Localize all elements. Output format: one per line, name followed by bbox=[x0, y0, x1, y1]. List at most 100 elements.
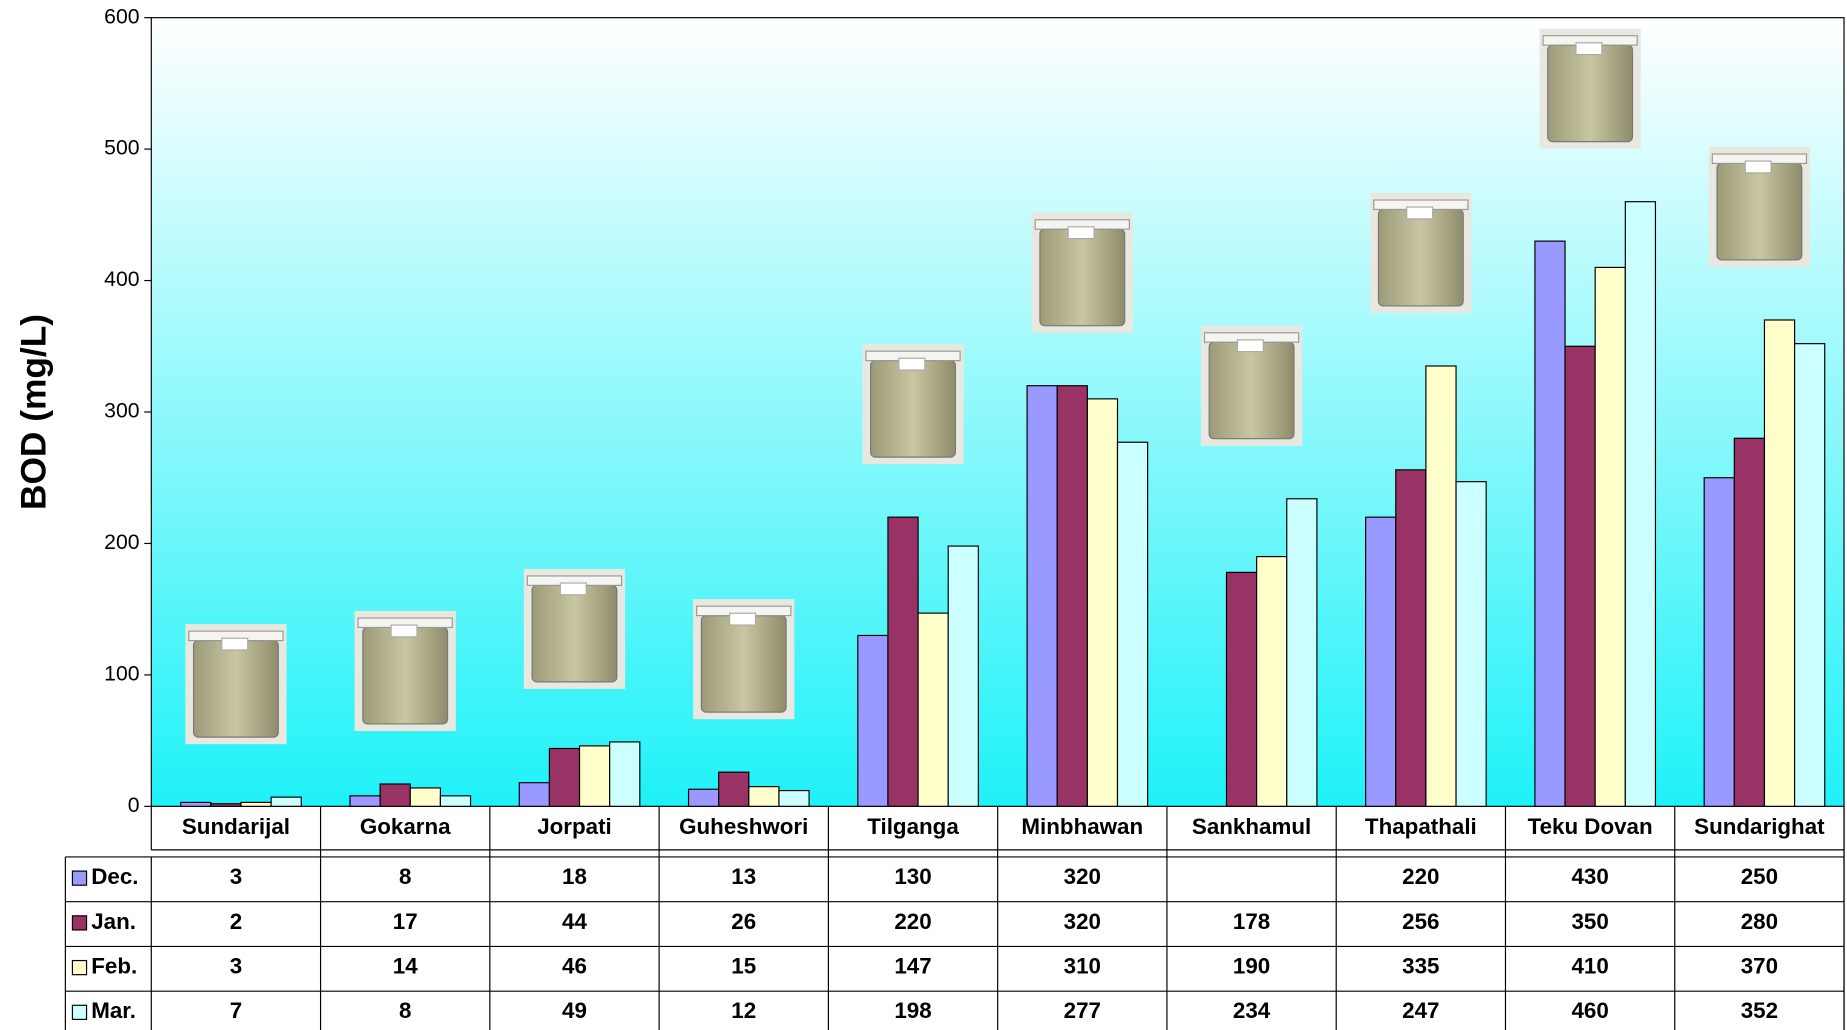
bar bbox=[1594, 266, 1626, 807]
beaker-tag bbox=[729, 612, 757, 626]
beaker-tag bbox=[1406, 206, 1434, 220]
x-tick-label: Sankhamul bbox=[1192, 814, 1311, 839]
bar bbox=[1793, 343, 1826, 807]
table-value: 8 bbox=[399, 998, 411, 1023]
y-tick-label: 500 bbox=[104, 137, 139, 160]
legend-swatch bbox=[71, 870, 88, 886]
beaker-tag bbox=[1236, 339, 1264, 353]
legend-label: Dec. bbox=[91, 864, 138, 889]
beaker-liquid bbox=[1208, 341, 1295, 440]
y-tick-label: 400 bbox=[104, 268, 139, 291]
bar bbox=[947, 545, 979, 807]
bar bbox=[1534, 240, 1566, 807]
legend-label: Feb. bbox=[91, 954, 137, 979]
x-tick-label: Sundarijal bbox=[182, 814, 290, 839]
legend-label: Mar. bbox=[91, 998, 136, 1023]
beaker-photo bbox=[1370, 192, 1472, 314]
beaker-photo bbox=[354, 610, 456, 732]
bar bbox=[1733, 437, 1766, 807]
beaker-liquid bbox=[1039, 228, 1126, 327]
table-value: 410 bbox=[1571, 954, 1608, 979]
bar bbox=[1395, 469, 1427, 807]
beaker-tag bbox=[1575, 42, 1603, 56]
bar bbox=[439, 795, 472, 807]
beaker-liquid bbox=[1377, 208, 1464, 307]
bar bbox=[210, 803, 242, 807]
beaker-tag bbox=[1744, 160, 1772, 174]
x-tick-label: Jorpati bbox=[537, 814, 612, 839]
bar bbox=[887, 516, 919, 807]
beaker-tag bbox=[559, 582, 587, 596]
bar bbox=[718, 771, 750, 807]
y-tick-label: 100 bbox=[104, 662, 139, 685]
bar bbox=[1763, 319, 1796, 807]
table-value: 3 bbox=[230, 864, 242, 889]
table-value: 220 bbox=[1402, 864, 1439, 889]
x-tick-label: Tilganga bbox=[867, 814, 959, 839]
table-value: 18 bbox=[562, 864, 587, 889]
bar bbox=[578, 745, 611, 807]
beaker-photo bbox=[693, 599, 795, 720]
bar bbox=[1564, 345, 1596, 807]
bar bbox=[1026, 385, 1058, 807]
y-tick-label: 200 bbox=[104, 531, 139, 554]
beaker-photo bbox=[185, 624, 287, 745]
table-value: 310 bbox=[1064, 954, 1101, 979]
beaker-photo bbox=[1200, 325, 1303, 446]
bar bbox=[1703, 477, 1735, 807]
beaker-liquid bbox=[700, 615, 787, 713]
bar bbox=[1365, 516, 1397, 807]
table-value: 15 bbox=[731, 954, 756, 979]
x-tick-label: Minbhawan bbox=[1021, 814, 1143, 839]
bar bbox=[1624, 201, 1657, 807]
table-value: 335 bbox=[1402, 954, 1439, 979]
beaker-liquid bbox=[192, 639, 279, 738]
table-value: 8 bbox=[399, 864, 411, 889]
table-value: 7 bbox=[230, 998, 242, 1023]
table-value: 234 bbox=[1233, 998, 1271, 1023]
bar bbox=[1455, 481, 1487, 807]
table-value: 3 bbox=[230, 954, 242, 979]
beaker-liquid bbox=[362, 626, 449, 725]
table-value: 44 bbox=[562, 909, 587, 934]
bar bbox=[240, 801, 272, 807]
table-value: 320 bbox=[1064, 909, 1101, 934]
x-tick-label: Teku Dovan bbox=[1528, 814, 1653, 839]
bar bbox=[270, 796, 302, 807]
beaker-liquid bbox=[1547, 44, 1634, 143]
bar bbox=[917, 612, 949, 807]
beaker-tag bbox=[390, 624, 418, 638]
bar bbox=[1116, 441, 1149, 807]
table-value: 256 bbox=[1402, 909, 1439, 934]
bar bbox=[379, 783, 411, 807]
legend-swatch bbox=[71, 1004, 88, 1020]
table-value: 2 bbox=[230, 909, 242, 934]
table-value: 350 bbox=[1571, 909, 1608, 934]
bar bbox=[1225, 571, 1258, 807]
table-value: 190 bbox=[1233, 954, 1270, 979]
table-value: 198 bbox=[894, 998, 931, 1023]
table-value: 147 bbox=[894, 954, 931, 979]
y-tick-label: 300 bbox=[104, 400, 139, 423]
table-value: 13 bbox=[731, 864, 756, 889]
bar bbox=[748, 786, 780, 807]
table-value: 352 bbox=[1741, 998, 1778, 1023]
x-tick-label: Gokarna bbox=[360, 814, 451, 839]
legend-swatch bbox=[71, 959, 88, 976]
table-value: 130 bbox=[894, 864, 931, 889]
table-value: 26 bbox=[731, 909, 756, 934]
table-value: 46 bbox=[562, 954, 587, 979]
table-value: 370 bbox=[1741, 954, 1778, 979]
y-tick-label: 600 bbox=[104, 5, 139, 28]
bar bbox=[778, 789, 810, 807]
bar bbox=[1425, 365, 1457, 807]
legend-label: Jan. bbox=[91, 909, 136, 934]
x-tick-label: Thapathali bbox=[1365, 814, 1477, 839]
beaker-photo bbox=[1539, 28, 1641, 149]
beaker-tag bbox=[1067, 226, 1095, 240]
bar bbox=[180, 801, 212, 807]
beaker-liquid bbox=[870, 360, 956, 458]
table-value: 178 bbox=[1233, 909, 1270, 934]
